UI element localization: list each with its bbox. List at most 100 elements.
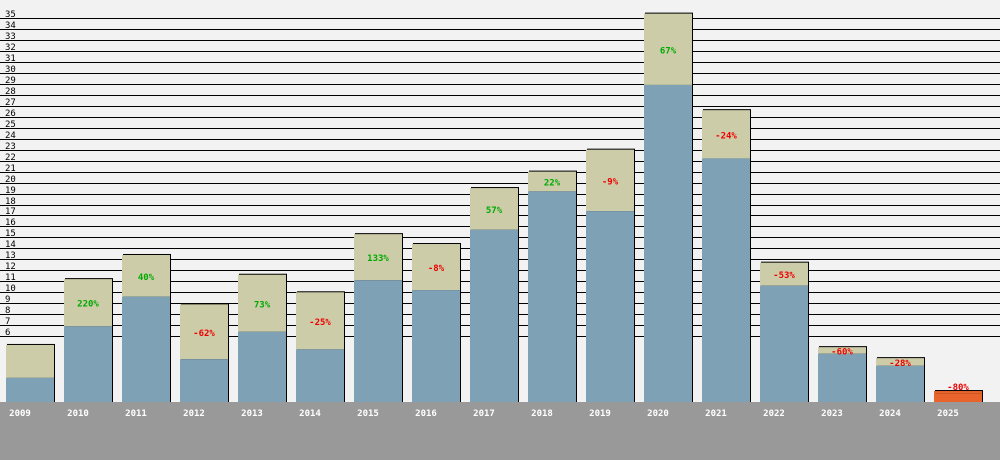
bar-upper-segment	[760, 262, 808, 286]
bar-upper-segment	[412, 244, 460, 291]
x-tick-label: 2025	[937, 409, 959, 419]
y-tick-label: 7	[5, 317, 10, 327]
y-tick-label: 15	[5, 229, 16, 239]
bar-change-label: 57%	[486, 206, 503, 216]
y-tick-label: 18	[5, 197, 16, 207]
y-tick-label: 32	[5, 43, 16, 53]
y-tick-label: 19	[5, 186, 16, 196]
bar-upper-segment	[354, 234, 402, 281]
x-tick-label: 2024	[879, 409, 901, 419]
y-tick-label: 28	[5, 87, 16, 97]
bar-lower-segment	[296, 349, 344, 402]
bar-upper-segment	[818, 347, 866, 354]
y-tick-label: 29	[5, 76, 16, 86]
y-tick-label: 8	[5, 306, 10, 316]
bar-change-label: -8%	[428, 264, 445, 274]
bar-lower-segment	[64, 326, 112, 402]
bar-change-label: 73%	[254, 300, 271, 310]
bar-upper-segment	[64, 279, 112, 327]
x-tick-label: 2011	[125, 409, 147, 419]
y-tick-label: 27	[5, 98, 16, 108]
bar-lower-segment	[354, 280, 402, 402]
bar-upper-segment	[180, 304, 228, 360]
bar-lower-segment	[412, 290, 460, 402]
y-tick-label: 31	[5, 54, 16, 64]
bar-change-label: -53%	[773, 271, 795, 281]
bar-upper-segment	[296, 292, 344, 350]
y-tick-label: 11	[5, 273, 16, 283]
bar-lower-segment	[528, 191, 576, 402]
bar-lower-segment	[760, 285, 808, 402]
bar-lower-segment	[6, 377, 54, 402]
x-tick-label: 2015	[357, 409, 379, 419]
x-axis: 2009 2010 2011 2012 2013 2014 2015 2016 2017 2018…	[0, 402, 1000, 460]
x-tick-label: 2013	[241, 409, 263, 419]
y-tick-label: 17	[5, 207, 16, 217]
bar-upper-segment	[470, 188, 518, 230]
bar-upper-segment	[122, 254, 170, 297]
bar-upper-segment	[876, 358, 924, 366]
y-tick-label: 24	[5, 131, 16, 141]
bar-change-label: -28%	[889, 359, 911, 369]
x-tick-label: 2016	[415, 409, 437, 419]
bar-upper-segment	[934, 391, 982, 394]
bar-upper-segment	[528, 171, 576, 192]
bar-lower-segment	[180, 359, 228, 402]
bar-lower-segment	[702, 158, 750, 402]
bar-lower-segment	[238, 331, 286, 402]
bar-change-label: -62%	[193, 329, 215, 339]
bar-change-label: -25%	[309, 318, 331, 328]
x-tick-label: 2017	[473, 409, 495, 419]
y-tick-label: 20	[5, 175, 16, 185]
y-tick-label: 33	[5, 32, 16, 42]
bar-change-label: 40%	[138, 273, 155, 283]
bar-change-label: -60%	[831, 347, 853, 357]
y-tick-label: 6	[5, 328, 10, 338]
bar-lower-segment	[470, 229, 518, 402]
bar-change-label: 67%	[660, 46, 677, 56]
x-tick-label: 2020	[647, 409, 669, 419]
x-tick-label: 2021	[705, 409, 727, 419]
bar-change-label: -24%	[715, 131, 737, 141]
bar-lower-segment	[818, 353, 866, 402]
y-tick-label: 23	[5, 142, 16, 152]
bar-change-label: 133%	[367, 254, 389, 264]
y-tick-label: 21	[5, 164, 16, 174]
x-tick-label: 2014	[299, 409, 321, 419]
x-tick-label: 2009	[9, 409, 31, 419]
bars: 220% 40% -62% 73% -25% 133% -8% 57% 22% -9% 67% -24…	[6, 12, 983, 403]
y-tick-label: 13	[5, 251, 16, 261]
bar-lower-segment	[876, 365, 924, 402]
y-tick-label: 10	[5, 284, 16, 294]
x-tick-label: 2012	[183, 409, 205, 419]
y-tick-label: 9	[5, 295, 10, 305]
y-tick-label: 34	[5, 21, 16, 31]
bar-change-label: -9%	[602, 177, 619, 187]
bar-lower-segment	[644, 84, 692, 402]
y-tick-label: 14	[5, 240, 16, 250]
bar-upper-segment	[238, 274, 286, 332]
bar-change-label: -80%	[947, 383, 969, 393]
bar-lower-segment	[122, 296, 170, 402]
y-tick-label: 12	[5, 262, 16, 272]
y-tick-label: 35	[5, 10, 16, 20]
bar-upper-segment	[702, 110, 750, 159]
y-tick-label: 30	[5, 65, 16, 75]
y-tick-label: 16	[5, 218, 16, 228]
bar-upper-segment	[6, 344, 54, 378]
x-tick-label: 2018	[531, 409, 553, 419]
x-tick-label: 2023	[821, 409, 843, 419]
bar-lower-segment	[934, 393, 982, 402]
x-tick-label: 2010	[67, 409, 89, 419]
y-tick-label: 25	[5, 120, 16, 130]
x-axis-band	[0, 402, 1000, 460]
bar-upper-segment	[586, 149, 634, 212]
y-tick-label: 22	[5, 153, 16, 163]
y-axis: 6789101112131415161718192021222324252627…	[5, 10, 16, 338]
y-tick-label: 26	[5, 109, 16, 119]
bar-lower-segment	[586, 211, 634, 402]
bar-upper-segment	[644, 13, 692, 85]
bar-change-label: 220%	[77, 300, 99, 310]
bar-change-label: 22%	[544, 178, 561, 188]
